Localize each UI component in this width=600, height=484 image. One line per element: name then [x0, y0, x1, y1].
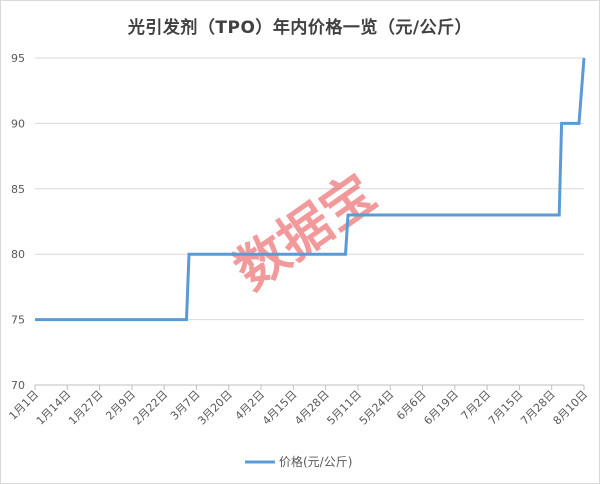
- x-tick-label: 1月14日: [34, 388, 74, 428]
- legend: 价格(元/公斤): [245, 454, 352, 469]
- x-tick-label: 8月10日: [551, 388, 591, 428]
- x-tick-label: 4月15日: [260, 388, 300, 428]
- x-tick-label: 5月24日: [357, 388, 397, 428]
- y-tick-label: 70: [11, 379, 25, 392]
- x-tick-label: 5月11日: [324, 388, 364, 428]
- legend-label: 价格(元/公斤): [279, 454, 352, 469]
- series-line-price: [35, 57, 586, 322]
- x-tick-label: 7月28日: [518, 388, 558, 428]
- x-axis-ticks: 1月1日1月14日1月27日2月9日2月22日3月7日3月20日4月2日4月15…: [6, 385, 590, 428]
- y-tick-label: 80: [11, 248, 25, 261]
- y-tick-label: 90: [11, 117, 25, 130]
- x-tick-label: 6月19日: [421, 388, 461, 428]
- y-axis-ticks: 70 75 80 85 90 95: [11, 52, 25, 392]
- x-tick-label: 7月15日: [486, 388, 526, 428]
- y-tick-label: 85: [11, 183, 25, 196]
- y-tick-label: 75: [11, 314, 25, 327]
- chart-title: 光引发剂（TPO）年内价格一览（元/公斤）: [127, 18, 473, 38]
- watermark: 数据宝: [224, 163, 386, 302]
- x-tick-label: 4月28日: [292, 388, 332, 428]
- x-tick-label: 1月27日: [66, 388, 106, 428]
- x-tick-label: 2月22日: [131, 388, 171, 428]
- y-tick-label: 95: [11, 52, 25, 65]
- x-tick-label: 3月20日: [195, 388, 235, 428]
